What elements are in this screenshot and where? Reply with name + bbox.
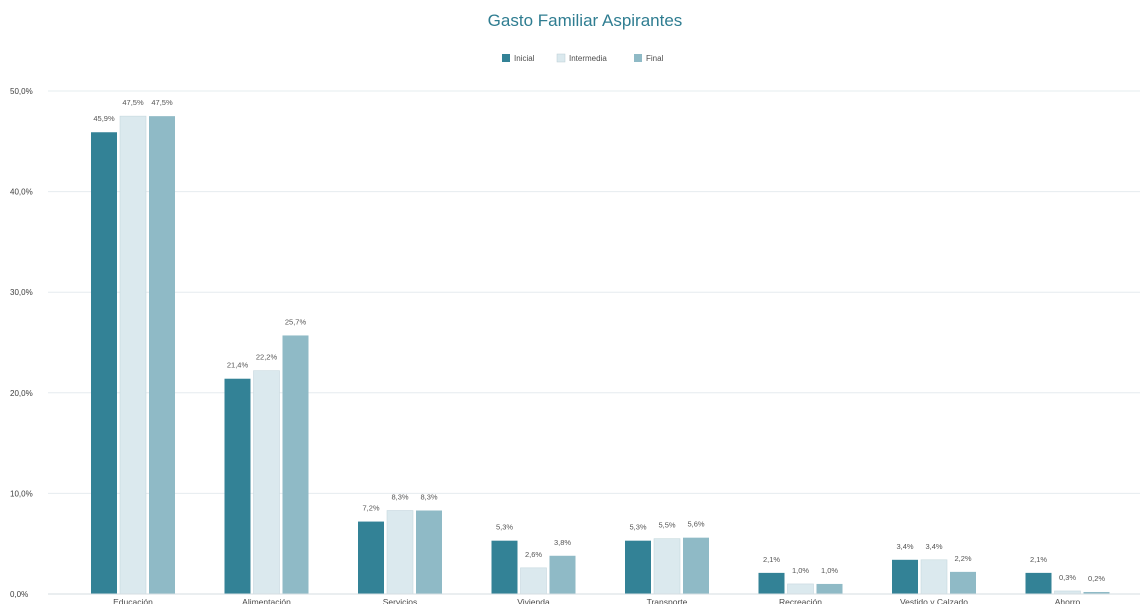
bar-intermedia (653, 538, 681, 595)
data-label: 2,2% (954, 554, 971, 563)
data-label: 8,3% (420, 493, 437, 502)
bar-inicial (491, 540, 518, 594)
x-tick-label: Educación (113, 597, 153, 604)
bar-inicial (91, 132, 117, 594)
data-label: 47,5% (151, 98, 173, 107)
data-label: 45,9% (93, 114, 115, 123)
x-tick-label: Alimentación (242, 597, 291, 604)
legend-label-final: Final (646, 54, 664, 63)
legend-swatch-final (634, 54, 642, 62)
legend: Inicial Intermedia Final (502, 53, 664, 63)
chart-title: Gasto Familiar Aspirantes (488, 11, 683, 30)
legend-swatch-inicial (502, 54, 510, 62)
data-label: 2,6% (525, 550, 542, 559)
bar-final (282, 335, 309, 594)
data-label: 1,0% (792, 566, 809, 575)
bar-inicial (758, 572, 785, 594)
x-tick-label: Servicios (383, 597, 417, 604)
data-label: 21,4% (227, 361, 249, 370)
bar-intermedia (520, 567, 547, 595)
y-tick-label: 40,0% (10, 188, 33, 197)
bar-intermedia (386, 510, 414, 595)
y-tick-label: 10,0% (10, 489, 33, 498)
data-label: 7,2% (362, 504, 379, 513)
data-label: 2,1% (1030, 555, 1047, 564)
bar-final (816, 583, 843, 594)
data-label: 5,3% (629, 523, 646, 532)
gridlines (48, 90, 1140, 595)
legend-swatch-intermedia (556, 53, 566, 63)
bars: 45,9% 47,5% 47,5% 21,4% 22,2% 25,7% 7,2% 8,3% 8,… (91, 98, 1110, 595)
y-tick-label: 30,0% (10, 288, 33, 297)
x-tick-label: Vestido y Calzado (900, 597, 968, 604)
data-label: 2,1% (763, 555, 780, 564)
bar-final (549, 555, 576, 594)
x-tick-label: Vivienda (517, 597, 550, 604)
x-axis: Educación Alimentación Servicios Vivienda Tr… (48, 593, 1140, 604)
bar-final (950, 571, 976, 594)
data-label: 5,3% (496, 523, 513, 532)
bar-final (149, 116, 175, 595)
bar-intermedia (119, 115, 147, 595)
bar-final (683, 537, 709, 594)
data-label: 0,2% (1088, 574, 1105, 583)
data-label: 5,5% (658, 521, 675, 530)
data-label: 22,2% (256, 353, 278, 362)
data-label: 3,8% (554, 538, 571, 547)
bar-inicial (892, 559, 918, 594)
data-label: 3,4% (896, 542, 913, 551)
bar-intermedia (787, 583, 814, 595)
data-label: 47,5% (122, 98, 144, 107)
bar-inicial (1025, 572, 1052, 594)
data-label: 5,6% (687, 520, 704, 529)
bar-final (416, 510, 442, 594)
bar-intermedia (920, 559, 948, 595)
data-label: 8,3% (391, 493, 408, 502)
y-tick-label: 50,0% (10, 87, 33, 96)
data-label: 25,7% (285, 317, 307, 326)
bar-inicial (358, 521, 384, 594)
bar-intermedia (253, 370, 280, 595)
legend-label-intermedia: Intermedia (569, 54, 607, 63)
data-label: 3,4% (925, 542, 942, 551)
data-label: 1,0% (821, 566, 838, 575)
y-tick-label: 0,0% (10, 590, 28, 599)
x-tick-label: Ahorro (1055, 597, 1081, 604)
data-label: 0,3% (1059, 573, 1076, 582)
bar-inicial (224, 378, 251, 594)
x-tick-label: Recreación (779, 597, 822, 604)
bar-final (1083, 591, 1110, 594)
x-tick-label: Transporte (647, 597, 688, 604)
y-tick-label: 20,0% (10, 389, 33, 398)
bar-inicial (625, 540, 651, 594)
legend-label-inicial: Inicial (514, 54, 535, 63)
y-axis: 0,0% 10,0% 20,0% 30,0% 40,0% 50,0% (10, 87, 33, 599)
